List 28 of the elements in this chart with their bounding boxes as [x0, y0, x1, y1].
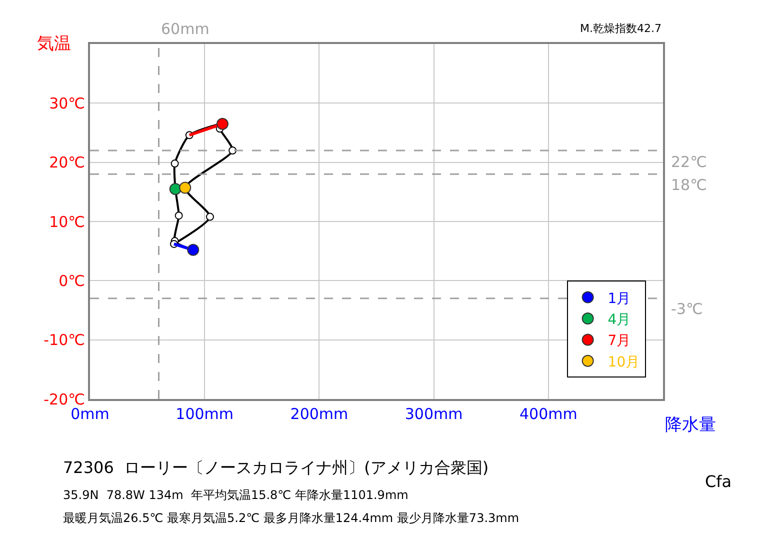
- y-tick-label: 30℃: [49, 94, 85, 112]
- y-tick-label: 10℃: [49, 212, 85, 231]
- x-tick-label: 400mm: [519, 405, 578, 423]
- point: [228, 146, 237, 154]
- point: [170, 160, 179, 168]
- text: M.乾燥指数42.7: [580, 22, 662, 35]
- text: 35.9N 78.8W 134m 年平均気温15.8℃ 年降水量1101.9mm: [63, 488, 408, 502]
- point: [206, 212, 214, 221]
- ref-line-label: -3℃: [671, 300, 703, 318]
- point: [174, 212, 183, 220]
- legend-label: 4月: [608, 312, 631, 328]
- ref-line-label: 18℃: [671, 176, 707, 194]
- x-tick-label: 200mm: [290, 405, 348, 423]
- y-tick-label: 20℃: [49, 154, 85, 172]
- text: Cfa: [705, 472, 732, 491]
- ref-line-label: 22℃: [671, 153, 707, 171]
- x-tick-label: 300mm: [404, 405, 463, 423]
- legend-label: 10月: [608, 354, 640, 370]
- legend-label: 7月: [608, 333, 631, 350]
- y-axis-title: 気温: [37, 34, 71, 54]
- legend-label: 1月: [608, 290, 631, 307]
- x-axis-title: 降水量: [665, 415, 716, 435]
- y-tick-label: -10℃: [44, 331, 85, 350]
- text: 最暖月気温26.5℃ 最寒月気温5.2℃ 最多月降水量124.4mm 最少月降水量73.3mm: [63, 511, 520, 525]
- ref-line-label: 60mm: [161, 20, 210, 38]
- text: 72306 ローリー〔ノースカロライナ州〕(アメリカ合衆国): [63, 458, 489, 477]
- y-tick-label: 0℃: [58, 272, 85, 290]
- x-tick-label: 100mm: [176, 405, 234, 423]
